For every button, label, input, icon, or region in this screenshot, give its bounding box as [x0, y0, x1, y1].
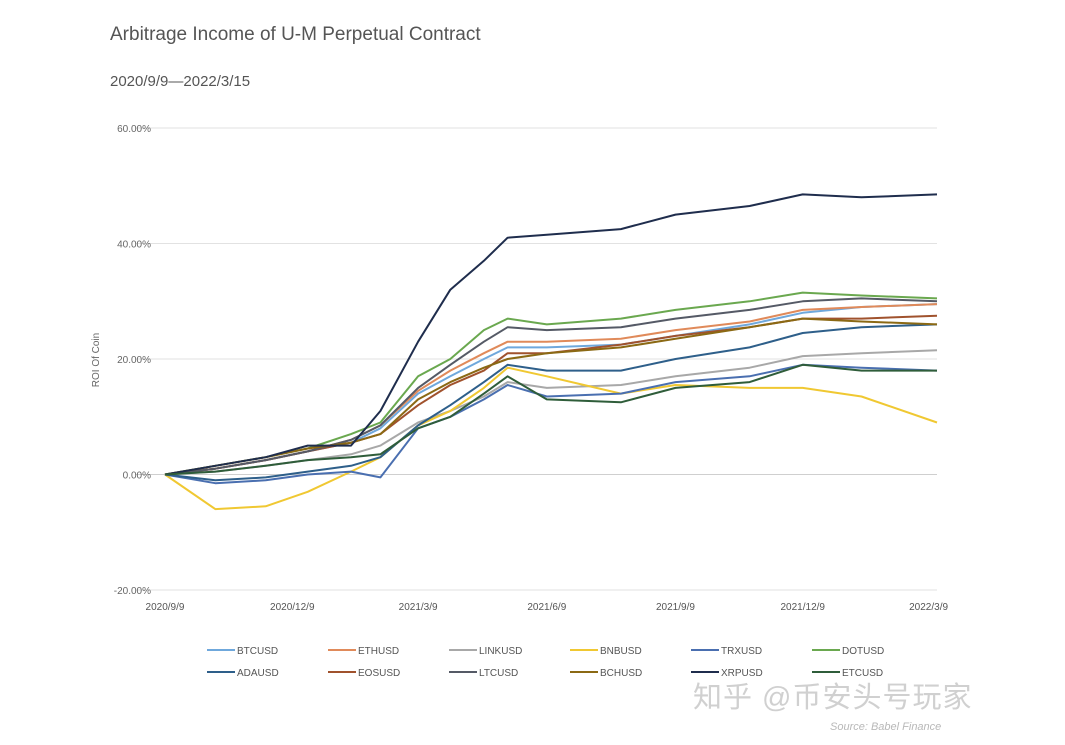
series-line-linkusd [164, 349, 938, 476]
legend-label-xrpusd: XRPUSD [721, 668, 763, 679]
legend-label-linkusd: LINKUSD [479, 646, 522, 657]
series-line-eosusd [164, 314, 938, 476]
watermark: 知乎 @币安头号玩家 [693, 682, 973, 714]
legend-label-ethusd: ETHUSD [358, 646, 399, 657]
source-note: Source: Babel Finance [830, 721, 942, 733]
y-tick-label: 20.00% [117, 355, 151, 366]
legend-label-trxusd: TRXUSD [721, 646, 762, 657]
series-line-adausd [164, 323, 938, 482]
series-line-bchusd [164, 317, 938, 476]
legend-label-eosusd: EOSUSD [358, 668, 400, 679]
series-line-etcusd [164, 363, 937, 476]
series-line-ltcusd [164, 297, 938, 476]
legend-label-bchusd: BCHUSD [600, 668, 642, 679]
x-tick-label: 2020/9/9 [146, 602, 185, 613]
x-tick-label: 2021/3/9 [399, 602, 438, 613]
legend-label-btcusd: BTCUSD [237, 646, 278, 657]
y-tick-label: -20.00% [114, 586, 151, 597]
x-tick-label: 2022/3/9 [909, 602, 948, 613]
chart-title: Arbitrage Income of U-M Perpetual Contra… [110, 24, 481, 45]
chart-subtitle: 2020/9/9—2022/3/15 [110, 73, 251, 90]
legend-label-adausd: ADAUSD [237, 668, 279, 679]
x-tick-label: 2021/9/9 [656, 602, 695, 613]
series-line-trxusd [164, 363, 938, 485]
series-line-xrpusd [164, 193, 938, 476]
y-tick-label: 40.00% [117, 240, 151, 251]
y-tick-label: 0.00% [123, 471, 151, 482]
legend-label-bnbusd: BNBUSD [600, 646, 642, 657]
legend-label-dotusd: DOTUSD [842, 646, 884, 657]
series-line-bnbusd [164, 366, 938, 511]
x-tick-label: 2021/6/9 [527, 602, 566, 613]
x-tick-label: 2020/12/9 [270, 602, 315, 613]
legend-label-ltcusd: LTCUSD [479, 668, 518, 679]
legend-label-etcusd: ETCUSD [842, 668, 883, 679]
x-tick-label: 2021/12/9 [780, 602, 825, 613]
y-axis-label: ROI Of Coin [91, 333, 102, 387]
y-tick-label: 60.00% [117, 124, 151, 135]
